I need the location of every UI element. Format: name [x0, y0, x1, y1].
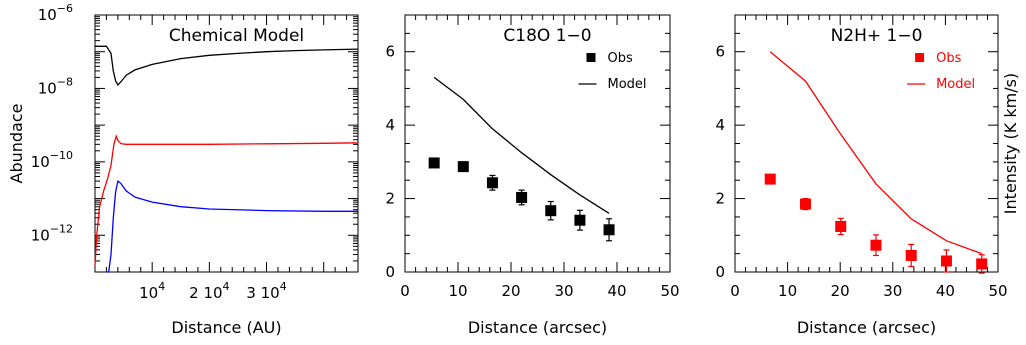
chart-title: Chemical Model — [169, 26, 304, 46]
x-tick-label: 0 — [400, 282, 410, 300]
y-tick-label: 4 — [715, 116, 725, 134]
obs-point — [574, 214, 586, 226]
legend-marker-obs — [586, 53, 596, 62]
y-tick-label: 10−6 — [38, 2, 73, 24]
legend-label-obs: Obs — [936, 51, 961, 66]
y-tick-label: 2 — [385, 190, 395, 208]
obs-point — [870, 239, 882, 251]
x-tick-label: 30 — [883, 282, 902, 300]
legend-marker-obs — [915, 53, 925, 62]
x-axis-label: Distance (arcsec) — [797, 318, 936, 337]
y-tick-label: 4 — [385, 116, 395, 134]
series-line-1 — [95, 45, 359, 86]
y-tick-label: 10−12 — [31, 222, 73, 244]
x-tick-label: 104 — [139, 280, 165, 302]
x-tick-label: 20 — [831, 282, 850, 300]
legend-label-model: Model — [936, 77, 975, 92]
chart-title: C18O 1−0 — [503, 26, 591, 46]
y-tick-label: 0 — [385, 263, 395, 281]
obs-point — [545, 205, 557, 217]
x-tick-label: 40 — [607, 282, 626, 300]
series-line-2 — [94, 134, 359, 266]
obs-point — [764, 173, 776, 185]
x-tick-label: 40 — [936, 282, 955, 300]
x-tick-label: 30 — [554, 282, 573, 300]
y-tick-label: 0 — [715, 263, 725, 281]
panel-2: 0 10 20 30 40 50 0 2 4 6 Obs Model C18O 1−0 Distance … — [385, 14, 680, 337]
x-tick-label: 20 — [501, 282, 520, 300]
model-line — [769, 51, 982, 255]
obs-point — [516, 191, 528, 203]
panel-1: 10−6 10−8 10−10 10−12 104 2 104 3 104 Chemical … — [7, 2, 359, 337]
y-tick-label: 10−8 — [38, 75, 73, 97]
obs-point — [976, 258, 988, 270]
obs-point — [799, 198, 811, 210]
obs-point — [603, 224, 615, 236]
x-axis-label: Distance (AU) — [171, 318, 281, 337]
y-tick-label: 2 — [715, 190, 725, 208]
obs-point — [940, 255, 952, 267]
x-tick-label: 3 104 — [246, 280, 286, 302]
y-axis-label: Abundace — [7, 104, 26, 184]
x-axis-label: Distance (arcsec) — [468, 318, 607, 337]
obs-point — [428, 157, 440, 169]
obs-point — [457, 161, 469, 173]
x-tick-label: 2 104 — [189, 280, 229, 302]
legend-label-obs: Obs — [608, 51, 633, 66]
chart-title: N2H+ 1−0 — [831, 26, 923, 46]
x-tick-label: 50 — [988, 282, 1007, 300]
y-tick-label: 10−10 — [31, 149, 73, 171]
x-tick-label: 10 — [448, 282, 467, 300]
series-line-3 — [106, 179, 358, 273]
obs-point — [486, 177, 498, 189]
legend-label-model: Model — [608, 77, 647, 92]
y-tick-label: 6 — [715, 43, 725, 61]
x-tick-label: 0 — [730, 282, 740, 300]
obs-point — [835, 220, 847, 232]
obs-point — [905, 249, 917, 261]
panel-3: 0 10 20 30 40 50 0 2 4 6 Obs Model N2H+ 1−0 Distance … — [715, 14, 1020, 337]
y-tick-label: 6 — [385, 43, 395, 61]
model-line — [433, 76, 610, 214]
plot-frame — [94, 14, 359, 273]
y-axis-label: Intensity (K km/s) — [1001, 73, 1020, 214]
x-tick-label: 10 — [778, 282, 797, 300]
x-tick-label: 50 — [660, 282, 679, 300]
